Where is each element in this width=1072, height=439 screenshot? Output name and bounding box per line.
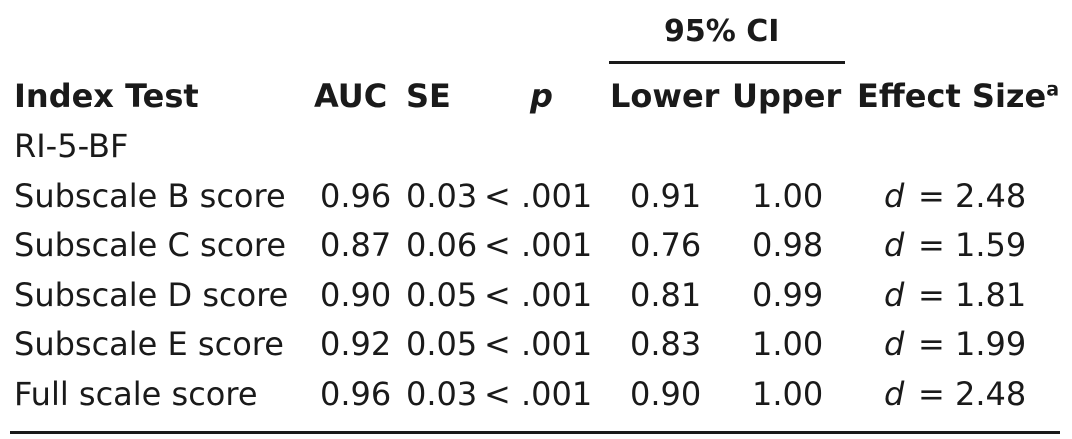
cell-upper: 1.00 [752, 325, 824, 363]
cell-upper: 0.99 [752, 276, 824, 314]
cell-lower: 0.81 [630, 276, 702, 314]
header-effect-size-label: Effect Size [857, 77, 1047, 115]
cell-p: < .001 [484, 325, 593, 363]
cell-se: 0.05 [406, 276, 478, 314]
cell-d-symbol: d [884, 276, 905, 314]
cell-auc: 0.96 [320, 177, 392, 215]
header-effect-size-note: a [1046, 78, 1060, 101]
table-bottom-rule [10, 431, 1060, 434]
cell-p: < .001 [484, 276, 593, 314]
ci-header: 95% CI [664, 14, 780, 49]
cell-d-symbol: d [884, 325, 905, 363]
cell-p: < .001 [484, 177, 593, 215]
cell-test: Subscale E score [14, 325, 284, 363]
cell-test: Subscale C score [14, 226, 287, 264]
cell-auc: 0.90 [320, 276, 392, 314]
cell-se: 0.06 [406, 226, 478, 264]
cell-test: Subscale B score [14, 177, 286, 215]
header-upper: Upper [732, 77, 842, 115]
cell-effect: = 2.48 [918, 375, 1027, 413]
cell-auc: 0.87 [320, 226, 392, 264]
cell-se: 0.03 [406, 177, 478, 215]
cell-upper: 1.00 [752, 177, 824, 215]
cell-d-symbol: d [884, 226, 905, 264]
cell-effect: = 2.48 [918, 177, 1027, 215]
cell-auc: 0.92 [320, 325, 392, 363]
cell-lower: 0.76 [630, 226, 702, 264]
group-label: RI-5-BF [14, 127, 129, 165]
cell-p: < .001 [484, 375, 593, 413]
cell-test: Full scale score [14, 375, 258, 413]
ci-header-rule [609, 61, 845, 64]
cell-se: 0.03 [406, 375, 478, 413]
cell-test: Subscale D score [14, 276, 289, 314]
cell-lower: 0.83 [630, 325, 702, 363]
header-index-test: Index Test [14, 77, 199, 115]
cell-d-symbol: d [884, 375, 905, 413]
cell-d-symbol: d [884, 177, 905, 215]
header-p: p [530, 77, 553, 115]
cell-upper: 0.98 [752, 226, 824, 264]
cell-auc: 0.96 [320, 375, 392, 413]
cell-effect: = 1.99 [918, 325, 1027, 363]
cell-upper: 1.00 [752, 375, 824, 413]
header-lower: Lower [610, 77, 720, 115]
cell-p: < .001 [484, 226, 593, 264]
cell-effect: = 1.59 [918, 226, 1027, 264]
header-effect-size: Effect Sizea [857, 80, 1059, 112]
cell-se: 0.05 [406, 325, 478, 363]
header-se: SE [406, 77, 451, 115]
cell-lower: 0.90 [630, 375, 702, 413]
header-auc: AUC [314, 77, 388, 115]
cell-effect: = 1.81 [918, 276, 1027, 314]
cell-lower: 0.91 [630, 177, 702, 215]
